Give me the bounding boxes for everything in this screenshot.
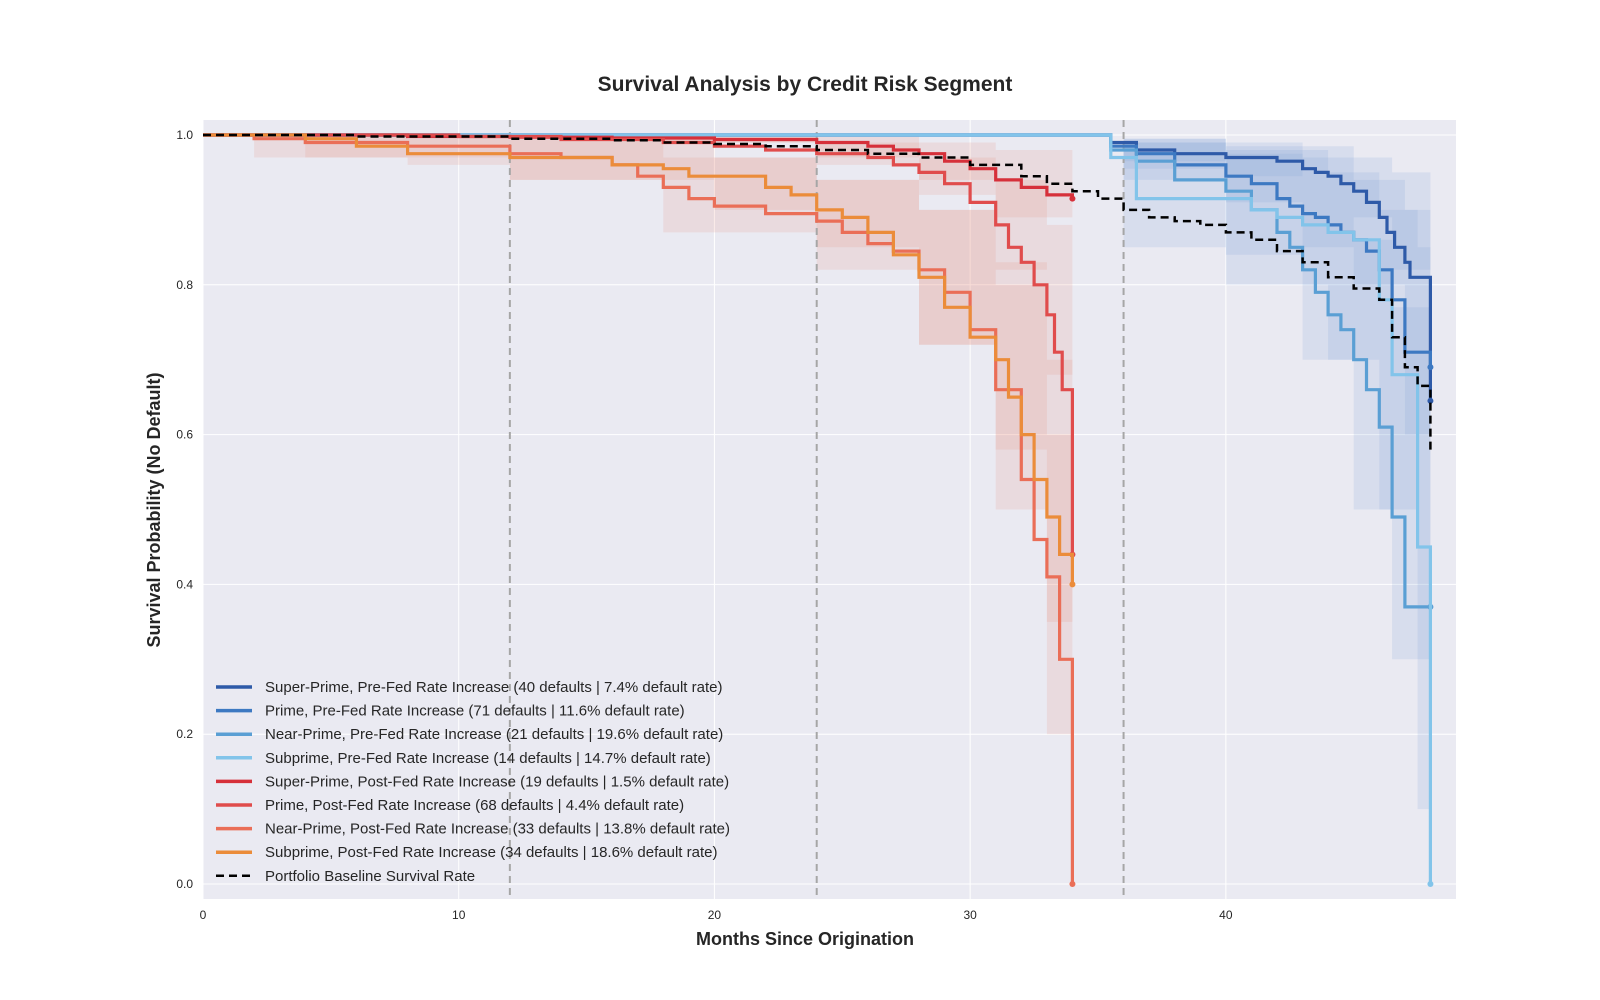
plot-background <box>203 120 1456 899</box>
series-line <box>203 133 1074 585</box>
legend-label: Subprime, Post-Fed Rate Increase (34 def… <box>265 844 717 861</box>
censor-marker <box>1069 581 1076 588</box>
x-tick-label: 0 <box>200 908 207 922</box>
censor-marker <box>1427 881 1434 888</box>
y-tick-label: 1.0 <box>176 128 193 142</box>
legend: Super-Prime, Pre-Fed Rate Increase (40 d… <box>216 679 730 885</box>
series-line <box>203 133 1074 199</box>
confidence-band <box>203 135 1431 435</box>
y-tick-label: 0.0 <box>176 877 193 891</box>
confidence-band <box>203 135 1431 757</box>
y-tick-label: 0.2 <box>176 727 193 741</box>
series-line <box>203 133 1431 609</box>
legend-label: Portfolio Baseline Survival Rate <box>265 868 475 885</box>
legend-label: Near-Prime, Post-Fed Rate Increase (33 d… <box>265 821 730 838</box>
series-line <box>203 133 1432 884</box>
x-tick-label: 20 <box>708 908 722 922</box>
censor-marker <box>1069 195 1076 202</box>
confidence-band <box>203 135 1073 660</box>
x-tick-label: 10 <box>452 908 466 922</box>
confidence-band <box>203 135 1431 884</box>
x-tick-label: 40 <box>1219 908 1233 922</box>
legend-label: Prime, Pre-Fed Rate Increase (71 default… <box>265 703 685 720</box>
y-tick-label: 0.6 <box>176 428 193 442</box>
baseline-line <box>203 133 1432 450</box>
censor-marker <box>1427 397 1434 404</box>
legend-label: Subprime, Pre-Fed Rate Increase (14 defa… <box>265 750 711 767</box>
x-tick-label: 30 <box>963 908 977 922</box>
legend-label: Near-Prime, Pre-Fed Rate Increase (21 de… <box>265 726 723 743</box>
legend-label: Super-Prime, Post-Fed Rate Increase (19 … <box>265 773 729 790</box>
legend-label: Super-Prime, Pre-Fed Rate Increase (40 d… <box>265 679 722 696</box>
plot-area: 0 10 20 30 40 0.0 0.2 0.4 0.6 0.8 1.0 <box>176 120 1456 922</box>
y-axis-label: Survival Probability (No Default) <box>144 372 164 647</box>
series-line <box>203 133 1432 401</box>
series-line <box>203 133 1432 368</box>
y-tick-label: 0.4 <box>176 577 193 591</box>
y-tick-label: 0.8 <box>176 278 193 292</box>
confidence-band <box>203 135 1073 248</box>
censor-marker <box>1069 881 1076 888</box>
legend-label: Prime, Post-Fed Rate Increase (68 defaul… <box>265 797 684 814</box>
x-axis-label: Months Since Origination <box>696 929 914 949</box>
censor-marker <box>1427 364 1434 371</box>
chart-title: Survival Analysis by Credit Risk Segment <box>598 73 1013 96</box>
